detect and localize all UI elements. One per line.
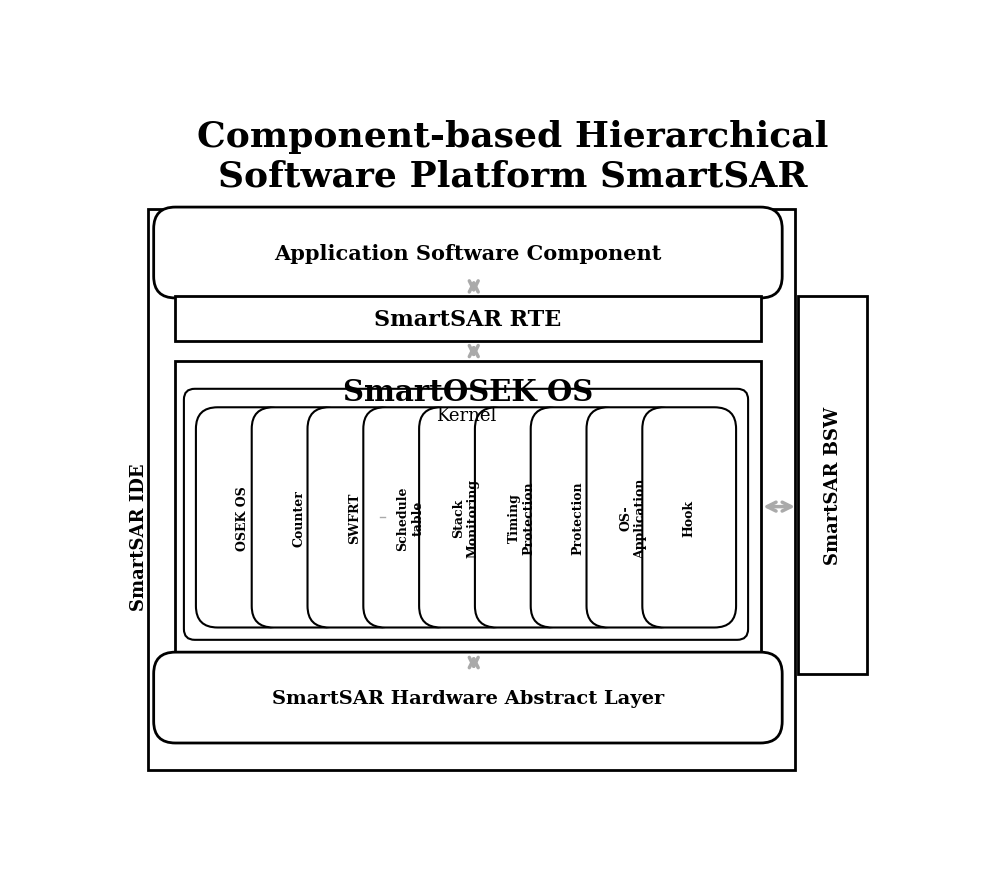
Text: OSEK OS: OSEK OS bbox=[236, 486, 249, 550]
Text: SmartSAR BSW: SmartSAR BSW bbox=[824, 407, 842, 564]
Text: Component-based Hierarchical
Software Platform SmartSAR: Component-based Hierarchical Software Pl… bbox=[197, 120, 828, 193]
Text: OS-
Application: OS- Application bbox=[619, 478, 647, 558]
FancyBboxPatch shape bbox=[363, 408, 457, 628]
FancyBboxPatch shape bbox=[419, 408, 513, 628]
Text: Hook: Hook bbox=[683, 500, 696, 536]
FancyBboxPatch shape bbox=[587, 408, 680, 628]
Text: Stack
Monitoring: Stack Monitoring bbox=[452, 478, 480, 557]
Text: Counter: Counter bbox=[292, 489, 305, 546]
Text: SmartOSEK OS: SmartOSEK OS bbox=[343, 378, 593, 407]
Bar bbox=[175, 297, 761, 342]
Text: Timing
Protection: Timing Protection bbox=[508, 481, 536, 555]
FancyBboxPatch shape bbox=[475, 408, 569, 628]
Text: Schedule
table: Schedule table bbox=[396, 486, 424, 550]
FancyBboxPatch shape bbox=[154, 652, 782, 743]
Text: SmartSAR IDE: SmartSAR IDE bbox=[130, 463, 148, 610]
Text: Protection: Protection bbox=[571, 481, 584, 555]
FancyBboxPatch shape bbox=[154, 208, 782, 299]
FancyBboxPatch shape bbox=[196, 408, 290, 628]
FancyBboxPatch shape bbox=[308, 408, 401, 628]
FancyBboxPatch shape bbox=[642, 408, 736, 628]
Text: Application Software Component: Application Software Component bbox=[274, 244, 662, 263]
Bar bbox=[175, 361, 761, 652]
Text: SWFRT: SWFRT bbox=[348, 492, 361, 543]
FancyBboxPatch shape bbox=[184, 389, 748, 640]
Text: SmartSAR Hardware Abstract Layer: SmartSAR Hardware Abstract Layer bbox=[272, 688, 664, 707]
Bar bbox=[798, 297, 867, 674]
FancyBboxPatch shape bbox=[252, 408, 345, 628]
Text: Kernel: Kernel bbox=[436, 407, 496, 424]
Text: SmartSAR RTE: SmartSAR RTE bbox=[374, 308, 562, 330]
FancyBboxPatch shape bbox=[531, 408, 624, 628]
Bar bbox=[148, 210, 795, 770]
